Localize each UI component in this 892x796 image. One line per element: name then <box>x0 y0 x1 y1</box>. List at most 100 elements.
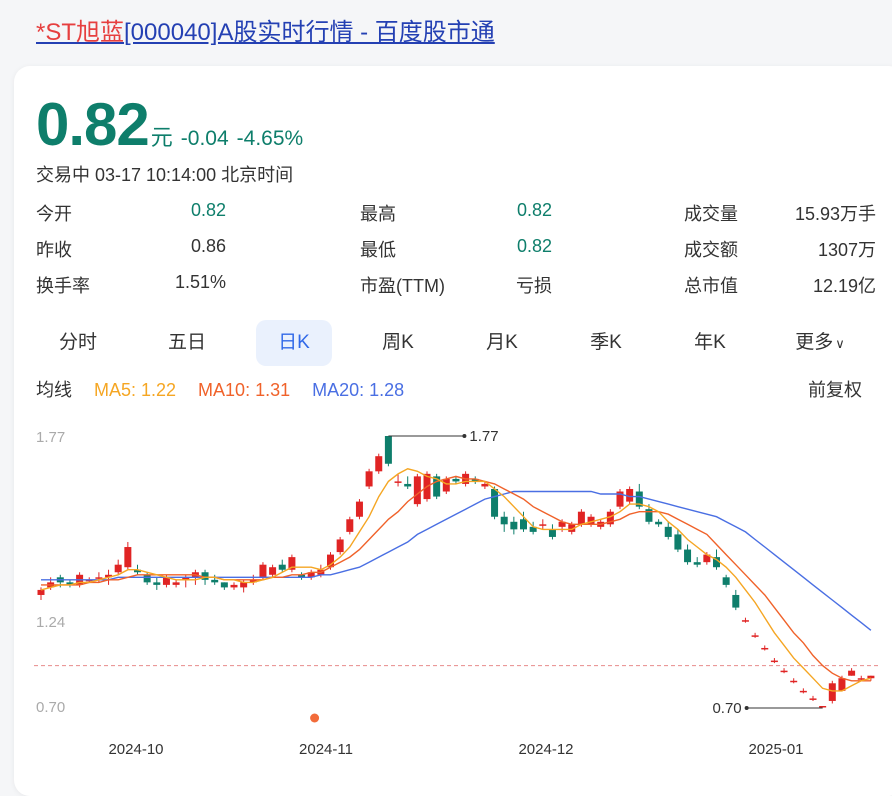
candle-body <box>558 521 566 527</box>
y-axis-label: 1.77 <box>36 429 65 446</box>
stat-item: 今开 0.82 <box>36 200 226 224</box>
stat-value: 1.51% <box>174 272 226 292</box>
candle-body <box>713 557 720 568</box>
kline-chart[interactable]: 1.77 1.24 0.70 1.77 0.70 2024-10 2024-11 2024-1… <box>0 350 892 778</box>
stat-item: 总市值 12.19亿 <box>684 272 876 296</box>
current-price: 0.82 <box>36 91 150 158</box>
adjust-mode-button[interactable]: 前复权 <box>808 380 862 400</box>
tab-weekly-k[interactable]: 周K <box>360 320 436 366</box>
candle-body <box>848 670 856 676</box>
page-title-link[interactable]: *ST旭蓝[000040]A股实时行情 - 百度股市通 <box>36 12 495 47</box>
tab-label: 季K <box>590 332 622 353</box>
ma10-legend: MA10: 1.31 <box>198 380 291 400</box>
min-price-label: 0.70 <box>712 700 741 717</box>
candle-body <box>413 476 421 505</box>
tab-daily-k[interactable]: 日K <box>256 320 332 366</box>
candle-body <box>355 501 363 517</box>
tab-label: 年K <box>694 332 726 353</box>
candle-body <box>298 574 306 578</box>
candle-body <box>471 478 479 482</box>
candle-body <box>278 564 286 570</box>
candle-body <box>105 574 113 578</box>
candle-body <box>867 675 875 679</box>
candle-body <box>616 491 624 507</box>
stat-label: 成交量 <box>684 204 738 224</box>
candle-body <box>838 678 846 691</box>
ma20-line <box>41 490 872 631</box>
price-change: -0.04 <box>180 127 229 150</box>
stat-label: 昨收 <box>36 240 72 260</box>
stat-value: 0.82 <box>516 236 552 256</box>
candle-body <box>751 635 759 637</box>
candle-body <box>384 436 392 464</box>
max-pointer-dot <box>462 434 467 438</box>
page-title-rest[interactable]: [000040]A股实时行情 - 百度股市通 <box>124 19 495 46</box>
chevron-down-icon: ∨ <box>835 336 845 351</box>
stat-value: 0.82 <box>516 200 552 220</box>
candle-body <box>452 478 460 482</box>
stat-label: 今开 <box>36 204 72 224</box>
candle-body <box>240 582 248 588</box>
period-tabs: 分时 五日 日K 周K 月K 季K 年K 更多 ∨ <box>36 320 886 366</box>
stat-item: 成交额 1307万 <box>684 236 876 260</box>
candle-body <box>182 577 190 580</box>
tab-five-day[interactable]: 五日 <box>149 320 225 366</box>
candle-body <box>491 488 499 517</box>
candle-body <box>336 539 344 553</box>
candle-body <box>433 476 441 497</box>
stat-label: 总市值 <box>684 276 738 296</box>
y-axis-label: 0.70 <box>36 699 65 716</box>
candle-body <box>790 680 798 683</box>
candle-body <box>66 582 74 585</box>
y-axis-label: 1.24 <box>36 614 65 631</box>
candle-body <box>172 582 180 585</box>
candle-body <box>346 519 354 532</box>
candle-body <box>481 483 489 487</box>
candle-body <box>143 574 151 583</box>
candle-body <box>230 584 238 588</box>
candle-body <box>799 690 807 693</box>
candle-body <box>134 569 141 573</box>
stat-value: 0.82 <box>190 200 226 220</box>
stat-item: 市盈(TTM) 亏损 <box>360 272 552 296</box>
stat-value: 0.86 <box>190 236 226 256</box>
candle-body <box>548 529 556 537</box>
stat-value: 12.19亿 <box>812 276 876 296</box>
ma5-legend: MA5: 1.22 <box>94 380 177 400</box>
candle-body <box>404 483 412 487</box>
candle-body <box>684 549 692 563</box>
candle-body <box>732 594 740 608</box>
candle-body <box>857 678 865 680</box>
tab-more[interactable]: 更多 ∨ <box>782 320 858 366</box>
candle-body <box>153 582 161 585</box>
candle-body <box>220 582 228 588</box>
x-axis-tick-label: 2024-12 <box>518 741 573 758</box>
candle-body <box>394 481 402 483</box>
tab-label: 周K <box>382 332 414 353</box>
candle-body <box>674 534 682 550</box>
tab-label: 更多 <box>795 332 834 353</box>
price-change-pct: -4.65% <box>236 127 304 150</box>
candle-body <box>539 524 547 526</box>
candle-body <box>703 554 711 563</box>
ma5-line <box>40 468 872 692</box>
candle-body <box>365 471 373 487</box>
stat-value: 1307万 <box>817 240 876 260</box>
tab-monthly-k[interactable]: 月K <box>464 320 540 366</box>
tab-label: 日K <box>278 332 310 353</box>
candle-body <box>568 524 576 532</box>
stat-value: 15.93万手 <box>794 204 876 224</box>
stat-item: 最低 0.82 <box>360 236 552 260</box>
stat-label: 最低 <box>360 240 396 260</box>
stat-item: 昨收 0.86 <box>36 236 226 260</box>
ma-legend: 均线 MA5: 1.22 MA10: 1.31 MA20: 1.28 <box>36 376 426 402</box>
tab-quarterly-k[interactable]: 季K <box>568 320 644 366</box>
max-price-label: 1.77 <box>469 428 498 445</box>
tab-yearly-k[interactable]: 年K <box>672 320 748 366</box>
tab-timeshare[interactable]: 分时 <box>40 320 116 366</box>
candle-body <box>500 516 508 525</box>
candle-body <box>635 491 643 507</box>
stat-item: 换手率 1.51% <box>36 272 226 296</box>
stock-name-st[interactable]: *ST旭蓝 <box>36 19 125 46</box>
price-unit: 元 <box>150 125 173 150</box>
